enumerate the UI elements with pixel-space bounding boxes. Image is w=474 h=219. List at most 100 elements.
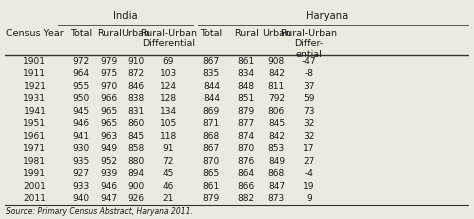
Text: 9: 9	[306, 194, 312, 203]
Text: Urban: Urban	[262, 29, 291, 38]
Text: Total: Total	[201, 29, 222, 38]
Text: 874: 874	[238, 132, 255, 141]
Text: 873: 873	[268, 194, 285, 203]
Text: 1991: 1991	[23, 169, 46, 178]
Text: 45: 45	[163, 169, 174, 178]
Text: 880: 880	[127, 157, 145, 166]
Text: Total: Total	[70, 29, 92, 38]
Text: 842: 842	[268, 69, 285, 78]
Text: 966: 966	[100, 94, 118, 103]
Text: 792: 792	[268, 94, 285, 103]
Text: 869: 869	[203, 107, 220, 116]
Text: 860: 860	[127, 119, 145, 128]
Text: Haryana: Haryana	[307, 11, 349, 21]
Text: 105: 105	[160, 119, 177, 128]
Text: -4: -4	[305, 169, 313, 178]
Text: Rural: Rural	[234, 29, 259, 38]
Text: 851: 851	[237, 94, 255, 103]
Text: 59: 59	[303, 94, 315, 103]
Text: 845: 845	[268, 119, 285, 128]
Text: 930: 930	[73, 144, 90, 153]
Text: 935: 935	[73, 157, 90, 166]
Text: 1901: 1901	[23, 57, 46, 65]
Text: 835: 835	[203, 69, 220, 78]
Text: 870: 870	[203, 157, 220, 166]
Text: Rural-Urban
Differential: Rural-Urban Differential	[140, 29, 197, 48]
Text: 32: 32	[303, 119, 315, 128]
Text: 1951: 1951	[23, 119, 46, 128]
Text: 963: 963	[100, 132, 118, 141]
Text: 955: 955	[73, 81, 90, 91]
Text: 908: 908	[268, 57, 285, 65]
Text: 946: 946	[100, 182, 118, 191]
Text: 926: 926	[127, 194, 144, 203]
Text: 2011: 2011	[24, 194, 46, 203]
Text: 910: 910	[127, 57, 145, 65]
Text: 842: 842	[268, 132, 285, 141]
Text: Rural-Urban
Differ-
ential: Rural-Urban Differ- ential	[281, 29, 337, 59]
Text: 1911: 1911	[23, 69, 46, 78]
Text: 975: 975	[100, 69, 118, 78]
Text: 946: 946	[73, 119, 90, 128]
Text: 867: 867	[203, 57, 220, 65]
Text: 848: 848	[238, 81, 255, 91]
Text: 861: 861	[237, 57, 255, 65]
Text: 861: 861	[203, 182, 220, 191]
Text: 32: 32	[303, 132, 315, 141]
Text: 1931: 1931	[23, 94, 46, 103]
Text: 849: 849	[268, 157, 285, 166]
Text: 834: 834	[238, 69, 255, 78]
Text: 965: 965	[100, 107, 118, 116]
Text: 949: 949	[100, 144, 118, 153]
Text: -8: -8	[304, 69, 313, 78]
Text: 939: 939	[100, 169, 118, 178]
Text: 945: 945	[73, 107, 90, 116]
Text: 846: 846	[127, 81, 144, 91]
Text: 73: 73	[303, 107, 315, 116]
Text: 72: 72	[163, 157, 174, 166]
Text: 91: 91	[163, 144, 174, 153]
Text: 124: 124	[160, 81, 177, 91]
Text: 17: 17	[303, 144, 315, 153]
Text: 1961: 1961	[23, 132, 46, 141]
Text: 19: 19	[303, 182, 315, 191]
Text: 940: 940	[73, 194, 90, 203]
Text: 879: 879	[237, 107, 255, 116]
Text: 872: 872	[127, 69, 144, 78]
Text: 882: 882	[238, 194, 255, 203]
Text: 894: 894	[127, 169, 144, 178]
Text: 876: 876	[237, 157, 255, 166]
Text: 952: 952	[100, 157, 118, 166]
Text: 866: 866	[237, 182, 255, 191]
Text: 933: 933	[73, 182, 90, 191]
Text: 811: 811	[268, 81, 285, 91]
Text: 128: 128	[160, 94, 177, 103]
Text: 134: 134	[160, 107, 177, 116]
Text: 947: 947	[100, 194, 118, 203]
Text: 806: 806	[268, 107, 285, 116]
Text: 2001: 2001	[24, 182, 46, 191]
Text: 37: 37	[303, 81, 315, 91]
Text: 964: 964	[73, 69, 90, 78]
Text: Rural: Rural	[97, 29, 122, 38]
Text: 972: 972	[73, 57, 90, 65]
Text: 46: 46	[163, 182, 174, 191]
Text: 950: 950	[73, 94, 90, 103]
Text: 868: 868	[203, 132, 220, 141]
Text: 867: 867	[203, 144, 220, 153]
Text: 868: 868	[268, 169, 285, 178]
Text: 870: 870	[237, 144, 255, 153]
Text: 979: 979	[100, 57, 118, 65]
Text: 831: 831	[127, 107, 145, 116]
Text: 844: 844	[203, 94, 220, 103]
Text: Census Year: Census Year	[6, 29, 64, 38]
Text: 1921: 1921	[24, 81, 46, 91]
Text: 21: 21	[163, 194, 174, 203]
Text: 69: 69	[163, 57, 174, 65]
Text: 865: 865	[203, 169, 220, 178]
Text: 879: 879	[203, 194, 220, 203]
Text: Urban: Urban	[121, 29, 150, 38]
Text: 838: 838	[127, 94, 145, 103]
Text: 845: 845	[127, 132, 144, 141]
Text: 927: 927	[73, 169, 90, 178]
